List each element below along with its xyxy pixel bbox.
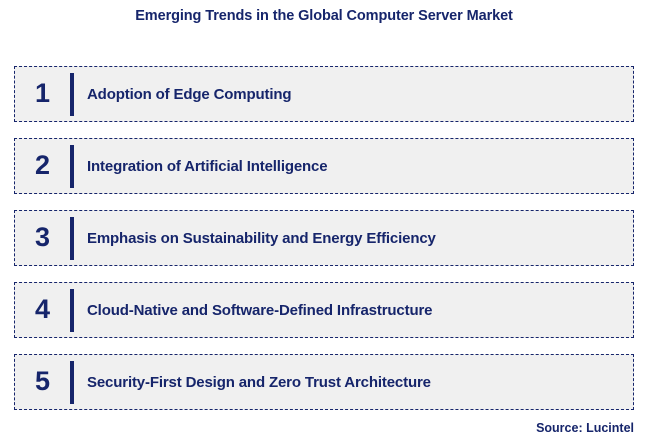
trend-list: 1 Adoption of Edge Computing 2 Integrati… <box>14 66 634 410</box>
trend-divider-bar <box>70 216 74 260</box>
trend-divider-bar <box>70 72 74 116</box>
trend-label: Adoption of Edge Computing <box>87 85 292 103</box>
trend-label: Cloud-Native and Software-Defined Infras… <box>87 301 433 319</box>
trend-divider-bar <box>70 360 74 404</box>
trend-row: 4 Cloud-Native and Software-Defined Infr… <box>14 282 634 338</box>
trend-label: Security-First Design and Zero Trust Arc… <box>87 373 431 391</box>
trend-number: 4 <box>34 293 51 324</box>
page-title: Emerging Trends in the Global Computer S… <box>135 8 513 24</box>
trend-row: 1 Adoption of Edge Computing <box>14 66 634 122</box>
trend-row: 2 Integration of Artificial Intelligence <box>14 138 634 194</box>
trend-divider-bar <box>70 288 74 332</box>
trend-label: Integration of Artificial Intelligence <box>87 157 328 175</box>
trend-row: 5 Security-First Design and Zero Trust A… <box>14 354 634 410</box>
source-attribution: Source: Lucintel <box>536 421 634 435</box>
trend-number: 1 <box>34 77 51 108</box>
trend-number: 2 <box>34 149 51 180</box>
trend-divider-bar <box>70 144 74 188</box>
trend-number: 5 <box>34 365 51 396</box>
trend-label: Emphasis on Sustainability and Energy Ef… <box>87 229 436 247</box>
trend-row: 3 Emphasis on Sustainability and Energy … <box>14 210 634 266</box>
trend-number: 3 <box>34 221 51 252</box>
